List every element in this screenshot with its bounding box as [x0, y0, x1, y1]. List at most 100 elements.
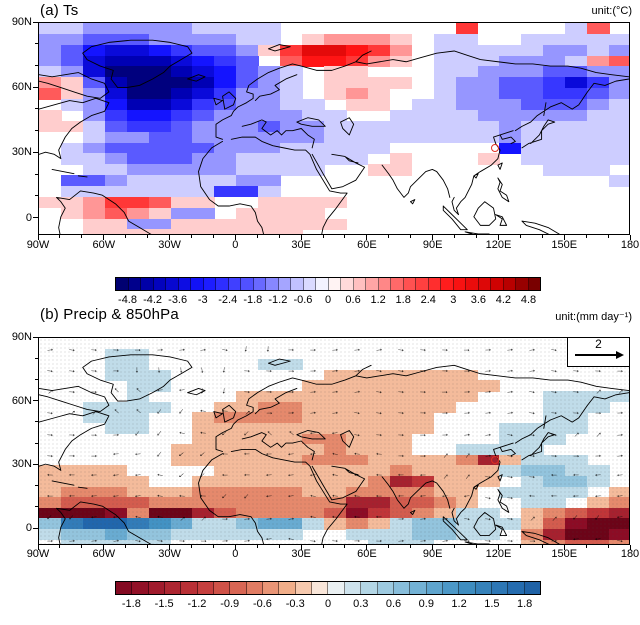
grid-cell [236, 529, 259, 541]
wind-vector: → [461, 512, 472, 524]
colorbar-tick-label: 0.9 [418, 598, 434, 610]
grid-cell [389, 454, 413, 466]
grid-cell [302, 44, 325, 57]
grid-cell [345, 454, 369, 466]
grid-cell [543, 454, 566, 466]
wind-vector: → [396, 492, 406, 503]
wind-vector: → [330, 533, 340, 545]
wind-vector: → [132, 449, 143, 461]
wind-vector: → [571, 471, 581, 482]
grid-cell [82, 507, 106, 519]
grid-cell [477, 380, 501, 392]
grid-cell [499, 88, 522, 100]
x-axis-minor-tick [256, 545, 258, 548]
wind-vector: → [242, 385, 253, 396]
grid-cell [543, 422, 566, 435]
grid-cell [543, 99, 566, 111]
wind-vector: → [133, 365, 144, 375]
wind-vector: → [264, 406, 274, 417]
grid-cell [192, 131, 215, 144]
grid-cell [389, 433, 413, 445]
wind-vector: → [417, 492, 428, 503]
colorbar-cell [328, 278, 341, 290]
grid-cell [302, 497, 325, 509]
x-axis-minor-tick [125, 545, 127, 548]
grid-cell [367, 444, 391, 456]
wind-vector: → [130, 405, 145, 420]
grid-cell [60, 153, 84, 165]
grid-cell [39, 109, 62, 122]
grid-cell [389, 164, 413, 176]
wind-vector: → [330, 513, 340, 525]
x-axis-label: 60W [92, 548, 116, 560]
wind-vector: → [483, 342, 494, 354]
colorbar-cell [263, 582, 280, 594]
colorbar-cell [377, 582, 394, 594]
colorbar-tick-label: 1.5 [484, 598, 500, 610]
colorbar-cell [442, 582, 460, 594]
wind-vector: → [615, 492, 626, 504]
grid-cell [258, 475, 281, 488]
grid-cell [367, 33, 391, 46]
x-axis-minor-tick [278, 545, 280, 548]
grid-cell [609, 66, 629, 78]
y-axis-tick [33, 463, 38, 465]
wind-vector: → [264, 471, 275, 482]
wind-vector: → [439, 342, 450, 354]
grid-cell [389, 422, 413, 435]
grid-cell [411, 486, 435, 498]
grid-cell [587, 55, 610, 68]
grid-cell [192, 529, 215, 541]
colorbar-cell [478, 278, 491, 290]
wind-vector: → [132, 492, 143, 504]
x-axis-label: 90E [422, 548, 443, 560]
wind-vector: → [351, 449, 362, 461]
grid-cell [433, 131, 457, 144]
grid-cell [104, 465, 128, 477]
grid-cell [367, 454, 391, 466]
grid-cell [389, 401, 413, 413]
wind-vector: → [220, 471, 230, 482]
grid-cell [587, 23, 610, 35]
grid-cell [411, 475, 435, 488]
wind-vector: → [505, 470, 516, 481]
grid-cell [126, 539, 150, 544]
wind-vector: → [352, 492, 362, 503]
wind-vector: → [505, 342, 516, 354]
panel-a-title: (a) Ts [40, 2, 79, 19]
wind-vector: → [505, 406, 516, 418]
x-axis-minor-tick [607, 235, 609, 238]
grid-cell [302, 518, 325, 530]
colorbar-cell [508, 582, 525, 594]
wind-vector: → [459, 447, 473, 462]
grid-cell [565, 142, 588, 154]
grid-cell [60, 55, 84, 68]
grid-cell [214, 120, 237, 133]
wind-vector: → [308, 406, 318, 418]
grid-cell [477, 507, 501, 519]
wind-vector: → [242, 512, 253, 524]
grid-cell [455, 131, 479, 144]
grid-cell [148, 44, 172, 57]
wind-vector: → [330, 342, 340, 354]
y-axis-label: 60N [11, 394, 32, 407]
grid-cell [148, 380, 172, 392]
grid-cell [214, 218, 237, 231]
wind-vector: → [220, 450, 231, 461]
colorbar-cell [132, 582, 149, 594]
grid-cell [565, 507, 588, 519]
grid-cell [433, 507, 457, 519]
grid-cell [324, 391, 347, 403]
wind-vector: → [571, 385, 581, 396]
grid-cell [587, 539, 610, 544]
wind-vector: → [373, 406, 384, 418]
grid-cell [60, 507, 84, 519]
wind-vector: → [108, 384, 123, 399]
grid-cell [345, 518, 369, 530]
grid-cell [565, 412, 588, 424]
x-axis-tick [103, 235, 105, 240]
wind-vector: → [483, 533, 494, 545]
grid-cell [82, 153, 106, 165]
grid-cell [258, 391, 281, 403]
grid-cell [280, 433, 303, 445]
